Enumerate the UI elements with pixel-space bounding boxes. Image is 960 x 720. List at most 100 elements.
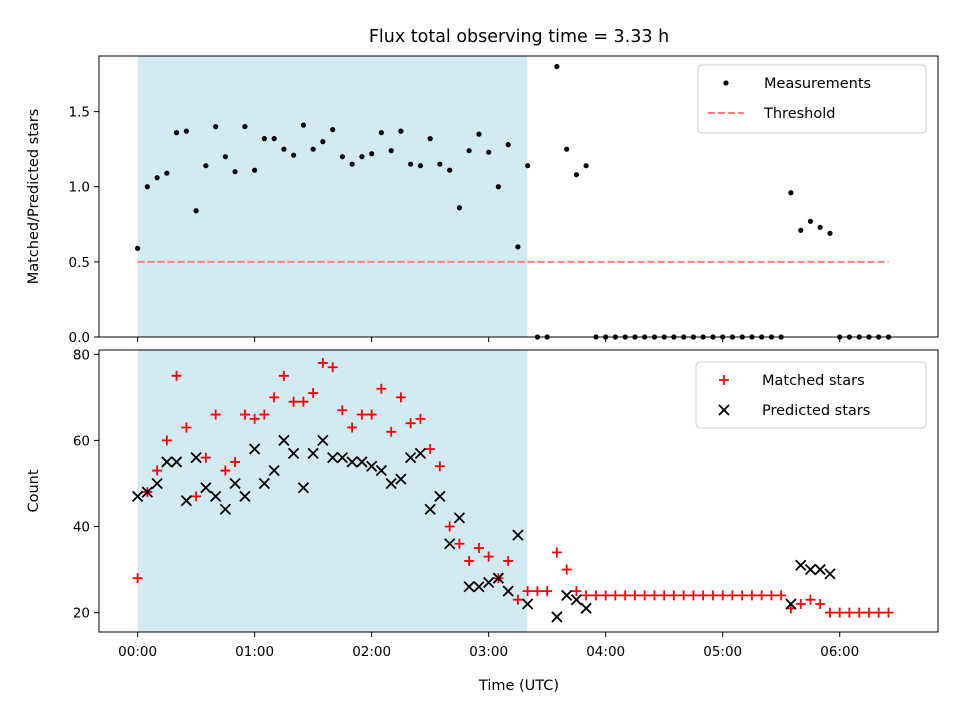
matched-star-point xyxy=(181,422,192,433)
x-tick-label: 04:00 xyxy=(586,644,625,660)
matched-star-point xyxy=(512,594,523,605)
y-tick-label: 80 xyxy=(73,347,90,363)
measurement-point xyxy=(222,154,228,160)
matched-star-point xyxy=(610,590,621,601)
y-axis-label: Count xyxy=(26,469,42,512)
measurement-point xyxy=(330,127,336,133)
measurement-point xyxy=(369,151,375,157)
matched-star-point xyxy=(327,362,338,373)
matched-star-point xyxy=(220,465,231,476)
matched-star-point xyxy=(834,607,845,618)
predicted-star-point xyxy=(151,477,163,490)
matched-star-point xyxy=(434,461,445,472)
matched-star-point xyxy=(483,551,494,562)
measurement-point xyxy=(300,122,307,128)
measurement-point xyxy=(359,154,365,160)
predicted-star-point xyxy=(570,594,583,606)
matched-star-point xyxy=(883,607,894,618)
matched-star-point xyxy=(269,392,280,403)
matched-star-point xyxy=(590,590,601,601)
matched-star-point xyxy=(629,590,640,601)
measurement-point xyxy=(320,139,326,145)
predicted-star-point xyxy=(463,581,475,593)
predicted-star-point xyxy=(434,490,446,503)
chart-title: Flux total observing time = 3.33 h xyxy=(369,27,669,47)
matched-star-point xyxy=(766,590,777,601)
matched-star-point xyxy=(405,418,416,429)
predicted-star-point xyxy=(258,477,270,490)
matched-star-point xyxy=(863,607,874,618)
predicted-star-point xyxy=(580,602,592,614)
matched-star-point xyxy=(356,409,367,420)
matched-star-point xyxy=(454,538,465,549)
series-1-0 xyxy=(132,357,894,618)
x-tick-label: 01:00 xyxy=(235,644,274,660)
series-1-1 xyxy=(131,434,836,623)
predicted-star-point xyxy=(170,456,183,468)
observing-window-span xyxy=(137,56,528,337)
measurement-point xyxy=(417,163,424,169)
matched-star-point xyxy=(639,590,650,601)
matched-star-point xyxy=(161,435,172,446)
predicted-star-point xyxy=(210,490,222,503)
measurement-point xyxy=(456,205,463,211)
predicted-star-point xyxy=(278,434,290,447)
measurement-point xyxy=(564,146,570,152)
measurement-point xyxy=(213,124,219,130)
predicted-star-point xyxy=(327,451,339,464)
matched-star-point xyxy=(191,491,202,502)
matched-star-point xyxy=(171,370,182,381)
matched-star-point xyxy=(473,543,484,554)
predicted-star-point xyxy=(453,512,466,524)
y-tick-label: 20 xyxy=(73,606,90,622)
matched-star-point xyxy=(386,426,397,437)
matched-star-point xyxy=(317,357,328,368)
predicted-star-point xyxy=(385,477,397,490)
measurement-point xyxy=(515,244,521,250)
predicted-star-point xyxy=(131,490,144,503)
y-tick-label: 60 xyxy=(73,433,90,449)
predicted-star-point xyxy=(521,598,534,610)
matched-star-point xyxy=(668,590,679,601)
predicted-star-point xyxy=(268,464,280,477)
measurement-point xyxy=(183,128,190,134)
matched-star-point xyxy=(337,405,348,416)
predicted-star-point xyxy=(297,482,310,494)
measurement-point xyxy=(242,124,248,130)
matched-star-point xyxy=(719,375,729,385)
measurement-point xyxy=(203,163,209,169)
matched-star-point xyxy=(727,590,738,601)
matched-star-point xyxy=(844,607,855,618)
predicted-star-point xyxy=(814,563,826,576)
matched-star-point xyxy=(707,590,718,601)
predicted-star-point xyxy=(366,460,378,472)
legend-label: Predicted stars xyxy=(762,403,870,419)
measurement-point xyxy=(427,136,433,142)
predicted-star-point xyxy=(718,404,730,416)
predicted-star-point xyxy=(551,611,563,623)
predicted-star-point xyxy=(502,585,514,597)
predicted-star-point xyxy=(200,482,212,494)
y-tick-label: 1.5 xyxy=(69,105,90,121)
matched-star-point xyxy=(366,409,377,420)
matched-star-point xyxy=(571,586,582,597)
matched-star-point xyxy=(298,396,309,407)
matched-star-point xyxy=(288,396,299,407)
measurement-point xyxy=(173,130,180,136)
predicted-star-point xyxy=(785,598,797,610)
matched-star-point xyxy=(561,564,572,575)
legend-box xyxy=(697,64,927,134)
measurement-point xyxy=(437,161,443,167)
x-tick-label: 06:00 xyxy=(820,644,859,660)
predicted-star-point xyxy=(248,443,261,455)
matched-star-point xyxy=(347,422,358,433)
count-panel: 20 40 60 80 00:00 01:00 02:00 03:00 04:00 05:00 06… xyxy=(26,347,939,660)
plot-frame xyxy=(98,55,939,338)
measurement-point xyxy=(164,170,170,176)
x-axis-label: Time (UTC) xyxy=(478,678,559,694)
matched-star-point xyxy=(308,388,319,399)
measurement-point xyxy=(583,163,589,169)
predicted-star-point xyxy=(239,490,251,503)
y-tick-label: 0.5 xyxy=(69,255,90,271)
